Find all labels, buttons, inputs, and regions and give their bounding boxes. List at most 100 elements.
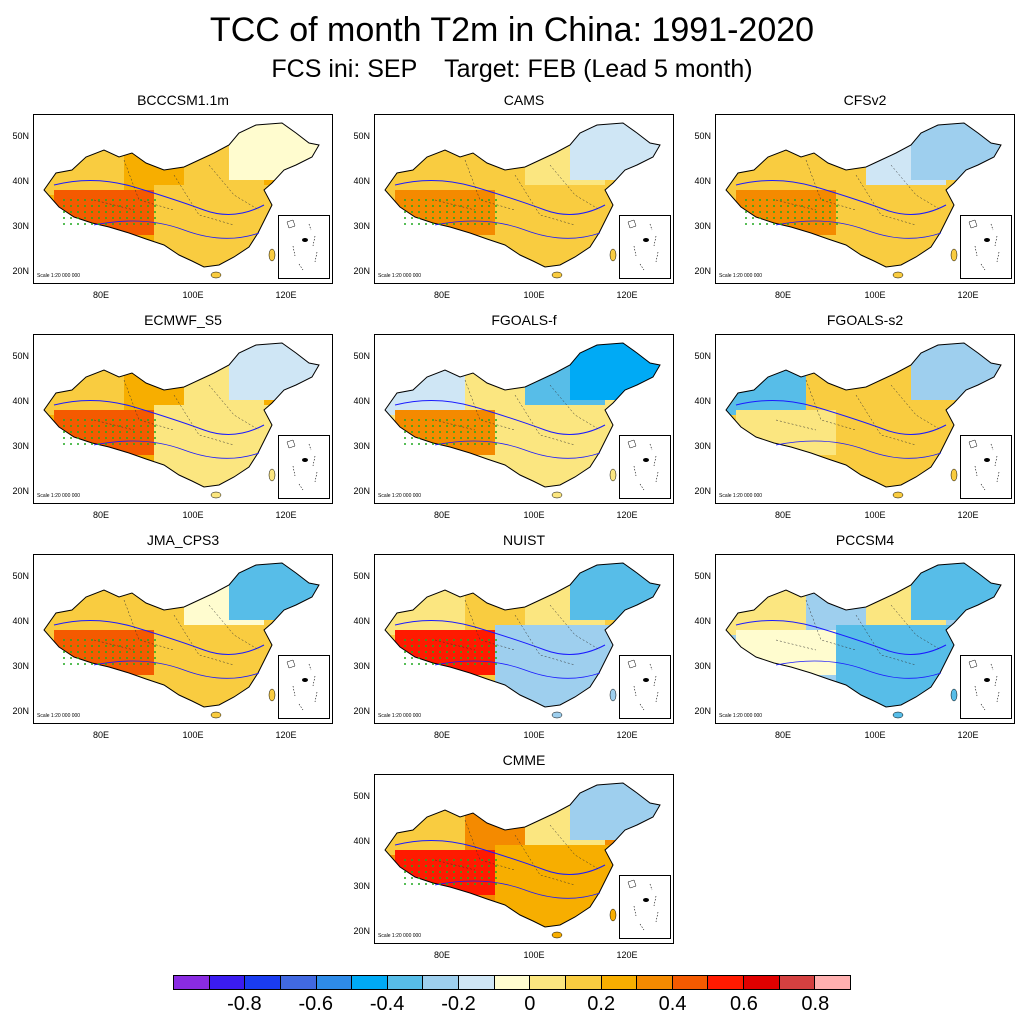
significance-dot	[147, 443, 149, 445]
x-tick-label: 120E	[275, 510, 297, 520]
hainan-island	[210, 271, 222, 279]
significance-dot	[105, 431, 107, 433]
significance-dot	[446, 871, 448, 873]
significance-dot	[460, 437, 462, 439]
significance-dot	[745, 211, 747, 213]
significance-dot	[140, 425, 142, 427]
significance-dot	[112, 437, 114, 439]
significance-dot	[140, 431, 142, 433]
inset-map	[286, 659, 318, 711]
china-map	[384, 122, 661, 279]
significance-dot	[126, 425, 128, 427]
significance-dot	[787, 211, 789, 213]
significance-dot	[752, 223, 754, 225]
significance-dot	[467, 211, 469, 213]
significance-dot	[446, 651, 448, 653]
significance-dot	[418, 859, 420, 861]
significance-dot	[425, 431, 427, 433]
significance-dot	[77, 437, 79, 439]
significance-dot	[467, 651, 469, 653]
significance-dot	[126, 217, 128, 219]
significance-dot	[425, 223, 427, 225]
significance-dot	[404, 437, 406, 439]
significance-dot	[467, 199, 469, 201]
significance-dot	[780, 205, 782, 207]
significance-dot	[481, 859, 483, 861]
significance-dot	[474, 443, 476, 445]
significance-dot	[460, 645, 462, 647]
significance-dot	[63, 419, 65, 421]
significance-dot	[133, 205, 135, 207]
significance-dot	[119, 663, 121, 665]
significance-dot	[439, 871, 441, 873]
y-tick-label: 30N	[12, 661, 29, 671]
significance-dot	[432, 645, 434, 647]
significance-dot	[801, 223, 803, 225]
colorbar-box	[494, 976, 531, 989]
significance-dot	[432, 883, 434, 885]
significance-dot	[84, 211, 86, 213]
river-line	[775, 660, 942, 679]
significance-dot	[84, 199, 86, 201]
significance-dot	[112, 639, 114, 641]
china-border	[43, 562, 320, 708]
significance-dot	[91, 443, 93, 445]
river-line	[394, 400, 606, 435]
significance-dot	[154, 651, 156, 653]
significance-dot	[495, 859, 497, 861]
y-tick-label: 30N	[353, 221, 370, 231]
significance-dot	[481, 877, 483, 879]
field-region	[911, 563, 1001, 620]
significance-dot	[773, 205, 775, 207]
y-tick-label: 20N	[12, 266, 29, 276]
colorbar-label: -0.8	[227, 993, 262, 1015]
colorbar-box	[672, 976, 709, 989]
significance-dot	[460, 657, 462, 659]
significance-dot	[140, 657, 142, 659]
y-tick-label: 40N	[694, 176, 711, 186]
significance-dot	[133, 443, 135, 445]
significance-dot	[63, 437, 65, 439]
significance-dot	[91, 205, 93, 207]
significance-dot	[446, 217, 448, 219]
significance-dot	[453, 865, 455, 867]
significance-dot	[126, 199, 128, 201]
field-region	[736, 410, 846, 455]
colorbar-label: 0.6	[730, 993, 758, 1015]
significance-dot	[773, 211, 775, 213]
significance-dot	[411, 443, 413, 445]
significance-dot	[154, 211, 156, 213]
significance-dot	[154, 199, 156, 201]
significance-dot	[453, 211, 455, 213]
significance-dot	[147, 211, 149, 213]
river-line	[735, 180, 947, 215]
significance-dot	[112, 425, 114, 427]
significance-dot	[474, 205, 476, 207]
significance-dot	[147, 199, 149, 201]
river-line	[735, 620, 947, 655]
significance-dot	[140, 419, 142, 421]
panel-title: CMME	[502, 752, 546, 768]
significance-dot	[467, 443, 469, 445]
significance-dot	[759, 217, 761, 219]
significance-dot	[794, 223, 796, 225]
significance-dot	[147, 205, 149, 207]
significance-dot	[133, 425, 135, 427]
significance-dot	[460, 639, 462, 641]
significance-dot	[439, 437, 441, 439]
significance-dot	[91, 645, 93, 647]
significance-dot	[481, 883, 483, 885]
colorbar-box	[565, 976, 602, 989]
x-tick-label: 80E	[774, 730, 791, 740]
significance-dot	[481, 657, 483, 659]
significance-dot	[140, 639, 142, 641]
x-tick-label: 120E	[275, 290, 297, 300]
significance-dot	[154, 663, 156, 665]
significance-dot	[752, 217, 754, 219]
significance-dot	[794, 211, 796, 213]
y-tick-label: 50N	[353, 131, 370, 141]
south-china-sea-inset	[960, 655, 1012, 719]
significance-dot	[460, 663, 462, 665]
x-tick-label: 120E	[616, 950, 638, 960]
significance-dot	[404, 645, 406, 647]
